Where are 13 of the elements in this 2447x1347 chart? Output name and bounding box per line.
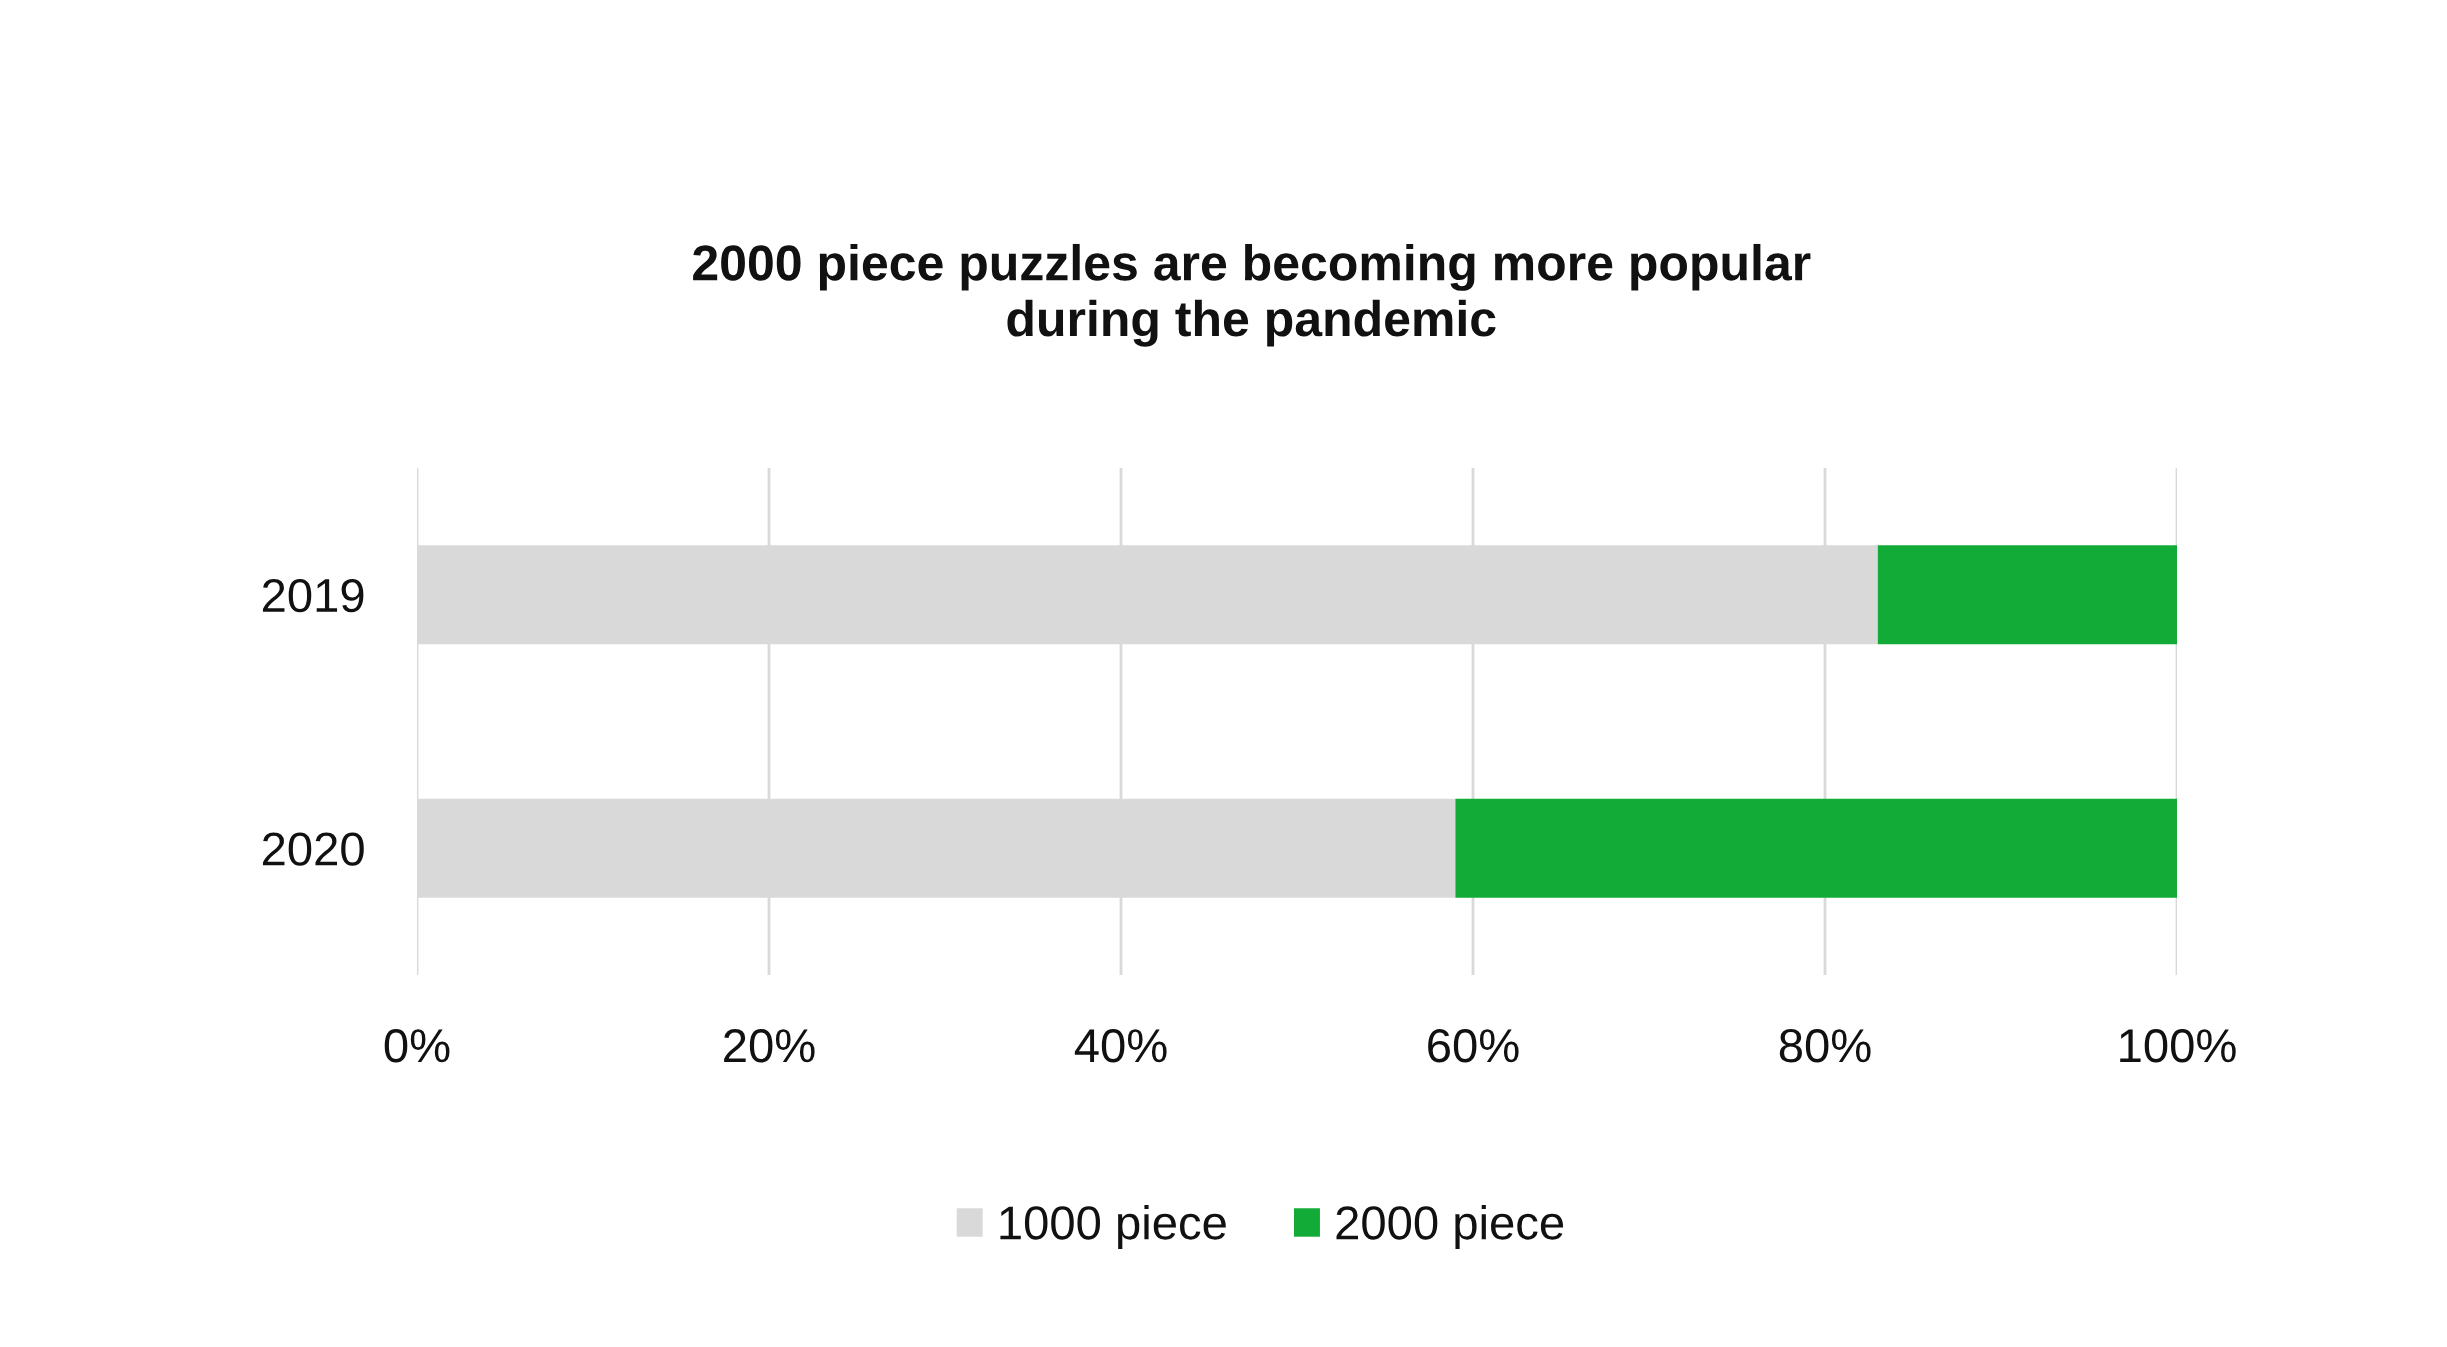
- chart-title: 2000 piece puzzles are becoming more popular during the pandemic: [693, 243, 1811, 347]
- y-tick-label: 2019: [262, 578, 364, 613]
- x-tick-label: 80%: [1779, 1029, 1871, 1063]
- y-tick-label: 2020: [262, 832, 364, 866]
- x-tick-label: 20%: [724, 1029, 815, 1063]
- legend-label: 1000 piece: [1000, 1204, 1226, 1249]
- x-tick-label: 100%: [2120, 1029, 2236, 1063]
- bar: [1877, 545, 2177, 645]
- x-tick-label: 40%: [1074, 1029, 1167, 1063]
- bar: [1455, 798, 2177, 898]
- legend-label: 2000 piece: [1336, 1204, 1564, 1249]
- x-tick-label: 60%: [1428, 1029, 1519, 1063]
- x-tick-label: 0%: [384, 1029, 450, 1063]
